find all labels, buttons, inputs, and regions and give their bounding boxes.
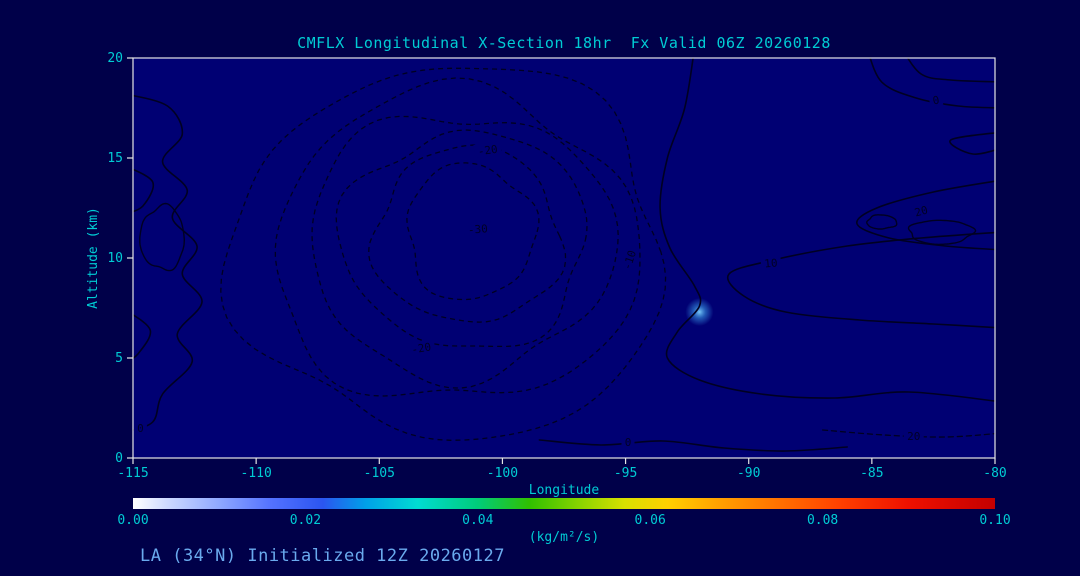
svg-text:-30: -30 xyxy=(467,222,488,237)
contour-ring-level--25 xyxy=(368,144,567,323)
contour-line-level-0 xyxy=(869,58,995,109)
colorbar-gradient xyxy=(133,498,995,509)
init-annotation: LA (34°N) Initialized 12Z 20260127 xyxy=(140,546,505,566)
svg-text:-20: -20 xyxy=(477,143,498,159)
x-tick-label: -80 xyxy=(983,466,1006,481)
x-tick-label: -105 xyxy=(364,466,395,481)
colorbar-tick-label: 0.06 xyxy=(635,513,666,528)
svg-text:10: 10 xyxy=(764,256,778,270)
contour-line-level-20 xyxy=(856,180,995,251)
x-tick-label: -90 xyxy=(737,466,760,481)
contour-line-level-0 xyxy=(538,439,848,452)
svg-text:20: 20 xyxy=(913,203,929,219)
contour-line-level-0 xyxy=(133,94,203,431)
contour-label--10: -10 xyxy=(618,244,640,275)
svg-text:-10: -10 xyxy=(621,249,640,272)
plot-area xyxy=(133,58,995,458)
contour-label-20: 20 xyxy=(903,429,924,443)
contour-line-level-0 xyxy=(906,58,995,83)
x-tick-label: -110 xyxy=(240,466,271,481)
colorbar-tick-label: 0.00 xyxy=(117,513,148,528)
contour-label-10: 10 xyxy=(760,255,782,271)
x-tick-label: -115 xyxy=(117,466,148,481)
contour-label-0: 0 xyxy=(133,421,147,435)
contour-closed-cell xyxy=(139,202,186,272)
contour-label--30: -30 xyxy=(463,220,492,237)
contour-ring-level--15 xyxy=(311,115,619,389)
colorbar-tick-label: 0.04 xyxy=(462,513,493,528)
colorbar-tick-label: 0.02 xyxy=(290,513,321,528)
contour-closed-cell xyxy=(866,214,898,230)
contour-label--20: -20 xyxy=(473,141,502,159)
chart-title: CMFLX Longitudinal X-Section 18hr Fx Val… xyxy=(297,34,831,52)
flux-shading-spot xyxy=(685,298,714,326)
contour-line-level-10 xyxy=(727,231,995,329)
contour-line-level-0 xyxy=(949,132,995,155)
x-tick-label: -85 xyxy=(860,466,883,481)
contour-label-0: 0 xyxy=(928,91,944,108)
y-tick-label: 0 xyxy=(115,451,123,466)
svg-text:0: 0 xyxy=(137,422,144,435)
contour-label-20: 20 xyxy=(909,201,933,219)
colorbar-tick-label: 0.10 xyxy=(979,513,1010,528)
svg-text:0: 0 xyxy=(625,436,632,449)
colorbar-tick-label: 0.08 xyxy=(807,513,838,528)
y-tick-label: 20 xyxy=(107,51,123,66)
contour-line-level-0 xyxy=(659,58,995,402)
contour-lines-layer: -20 -30 -20 -10 10 20 0 0 0 20 xyxy=(133,58,995,452)
x-tick-label: -100 xyxy=(487,466,518,481)
colorbar: 0.00 0.02 0.04 0.06 0.08 0.10 xyxy=(117,498,1011,528)
y-axis-label: Altitude (km) xyxy=(86,207,101,309)
x-tick-label: -95 xyxy=(614,466,637,481)
contour-label-0: 0 xyxy=(621,435,635,449)
y-tick-label: 5 xyxy=(115,351,123,366)
contour-line-level-0 xyxy=(133,168,155,213)
contour-closed-cell xyxy=(907,219,977,246)
svg-text:20: 20 xyxy=(907,430,920,443)
colorbar-units-label: (kg/m²/s) xyxy=(529,530,599,545)
contour-line-level-0 xyxy=(133,313,152,360)
x-axis-label: Longitude xyxy=(529,483,600,498)
contour-ring-level--20 xyxy=(335,129,588,348)
svg-text:0: 0 xyxy=(932,94,941,108)
plot-background xyxy=(133,58,995,458)
contour-ring-level--30 xyxy=(406,162,540,301)
svg-text:-20: -20 xyxy=(410,340,432,356)
contour-ring-level--5 xyxy=(220,67,667,441)
contour-label--20: -20 xyxy=(406,338,436,357)
contour-ring-level--10 xyxy=(274,77,641,397)
y-tick-label: 10 xyxy=(107,251,123,266)
y-tick-label: 15 xyxy=(107,151,123,166)
